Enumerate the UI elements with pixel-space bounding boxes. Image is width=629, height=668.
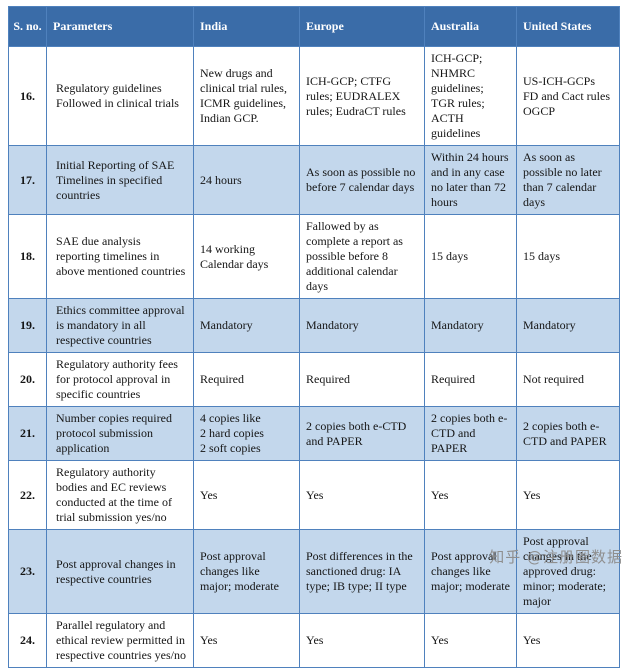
cell-sno: 18. bbox=[8, 214, 47, 299]
cell-us: 15 days bbox=[516, 214, 620, 299]
cell-india: Post approval changes like major; modera… bbox=[193, 529, 300, 614]
cell-india: 24 hours bbox=[193, 145, 300, 215]
cell-europe: Post differences in the sanctioned drug:… bbox=[299, 529, 425, 614]
cell-india: Required bbox=[193, 352, 300, 407]
header-cell-parameters: Parameters bbox=[46, 6, 194, 47]
header-cell-australia: Australia bbox=[424, 6, 517, 47]
cell-parameters: Regulatory authority bodies and EC revie… bbox=[46, 460, 194, 530]
cell-parameters: Number copies required protocol submissi… bbox=[46, 406, 194, 461]
header-cell-sno: S. no. bbox=[8, 6, 47, 47]
table-row: 20. Regulatory authority fees for protoc… bbox=[8, 352, 620, 407]
table-row: 17. Initial Reporting of SAE Timelines i… bbox=[8, 145, 620, 215]
cell-us: As soon as possible no later than 7 cale… bbox=[516, 145, 620, 215]
cell-parameters: Ethics committee approval is mandatory i… bbox=[46, 298, 194, 353]
table-row: 23. Post approval changes in respective … bbox=[8, 529, 620, 614]
cell-parameters: Post approval changes in respective coun… bbox=[46, 529, 194, 614]
cell-sno: 16. bbox=[8, 46, 47, 146]
cell-india: 4 copies like 2 hard copies 2 soft copie… bbox=[193, 406, 300, 461]
cell-parameters: Parallel regulatory and ethical review p… bbox=[46, 613, 194, 668]
cell-us: 2 copies both e-CTD and PAPER bbox=[516, 406, 620, 461]
cell-australia: Post approval changes like major; modera… bbox=[424, 529, 517, 614]
cell-parameters: Initial Reporting of SAE Timelines in sp… bbox=[46, 145, 194, 215]
table-row: 16. Regulatory guidelines Followed in cl… bbox=[8, 46, 620, 146]
table-row: 19. Ethics committee approval is mandato… bbox=[8, 298, 620, 353]
cell-europe: Yes bbox=[299, 613, 425, 668]
table-row: 18. SAE due analysis reporting timelines… bbox=[8, 214, 620, 299]
cell-us: US-ICH-GCPs FD and Cact rules OGCP bbox=[516, 46, 620, 146]
cell-europe: Yes bbox=[299, 460, 425, 530]
cell-australia: ICH-GCP; NHMRC guidelines; TGR rules; AC… bbox=[424, 46, 517, 146]
cell-australia: Yes bbox=[424, 613, 517, 668]
cell-australia: 15 days bbox=[424, 214, 517, 299]
header-cell-europe: Europe bbox=[299, 6, 425, 47]
header-cell-us: United States bbox=[516, 6, 620, 47]
cell-australia: Yes bbox=[424, 460, 517, 530]
cell-us: Yes bbox=[516, 613, 620, 668]
cell-india: Mandatory bbox=[193, 298, 300, 353]
table-row: 22. Regulatory authority bodies and EC r… bbox=[8, 460, 620, 530]
cell-australia: 2 copies both e-CTD and PAPER bbox=[424, 406, 517, 461]
cell-europe: As soon as possible no before 7 calendar… bbox=[299, 145, 425, 215]
cell-australia: Within 24 hours and in any case no later… bbox=[424, 145, 517, 215]
cell-india: Yes bbox=[193, 460, 300, 530]
cell-sno: 19. bbox=[8, 298, 47, 353]
cell-sno: 23. bbox=[8, 529, 47, 614]
document-page: S. no. Parameters India Europe Australia… bbox=[8, 6, 620, 668]
cell-sno: 17. bbox=[8, 145, 47, 215]
cell-us: Post approval changes in the approved dr… bbox=[516, 529, 620, 614]
header-cell-india: India bbox=[193, 6, 300, 47]
cell-sno: 21. bbox=[8, 406, 47, 461]
cell-us: Yes bbox=[516, 460, 620, 530]
cell-india: 14 working Calendar days bbox=[193, 214, 300, 299]
cell-parameters: Regulatory authority fees for protocol a… bbox=[46, 352, 194, 407]
cell-europe: Mandatory bbox=[299, 298, 425, 353]
cell-europe: ICH-GCP; CTFG rules; EUDRALEX rules; Eud… bbox=[299, 46, 425, 146]
cell-india: New drugs and clinical trial rules, ICMR… bbox=[193, 46, 300, 146]
cell-europe: Fallowed by as complete a report as poss… bbox=[299, 214, 425, 299]
table-row: 21. Number copies required protocol subm… bbox=[8, 406, 620, 461]
cell-europe: Required bbox=[299, 352, 425, 407]
cell-us: Mandatory bbox=[516, 298, 620, 353]
cell-australia: Mandatory bbox=[424, 298, 517, 353]
cell-us: Not required bbox=[516, 352, 620, 407]
table-header: S. no. Parameters India Europe Australia… bbox=[8, 6, 620, 47]
cell-sno: 24. bbox=[8, 613, 47, 668]
cell-sno: 20. bbox=[8, 352, 47, 407]
cell-parameters: Regulatory guidelines Followed in clinic… bbox=[46, 46, 194, 146]
header-row: S. no. Parameters India Europe Australia… bbox=[8, 6, 620, 47]
cell-parameters: SAE due analysis reporting timelines in … bbox=[46, 214, 194, 299]
cell-europe: 2 copies both e-CTD and PAPER bbox=[299, 406, 425, 461]
table-body: 16. Regulatory guidelines Followed in cl… bbox=[8, 46, 620, 668]
cell-sno: 22. bbox=[8, 460, 47, 530]
table-row: 24. Parallel regulatory and ethical revi… bbox=[8, 613, 620, 668]
cell-india: Yes bbox=[193, 613, 300, 668]
regulatory-comparison-table: S. no. Parameters India Europe Australia… bbox=[8, 6, 620, 668]
cell-australia: Required bbox=[424, 352, 517, 407]
